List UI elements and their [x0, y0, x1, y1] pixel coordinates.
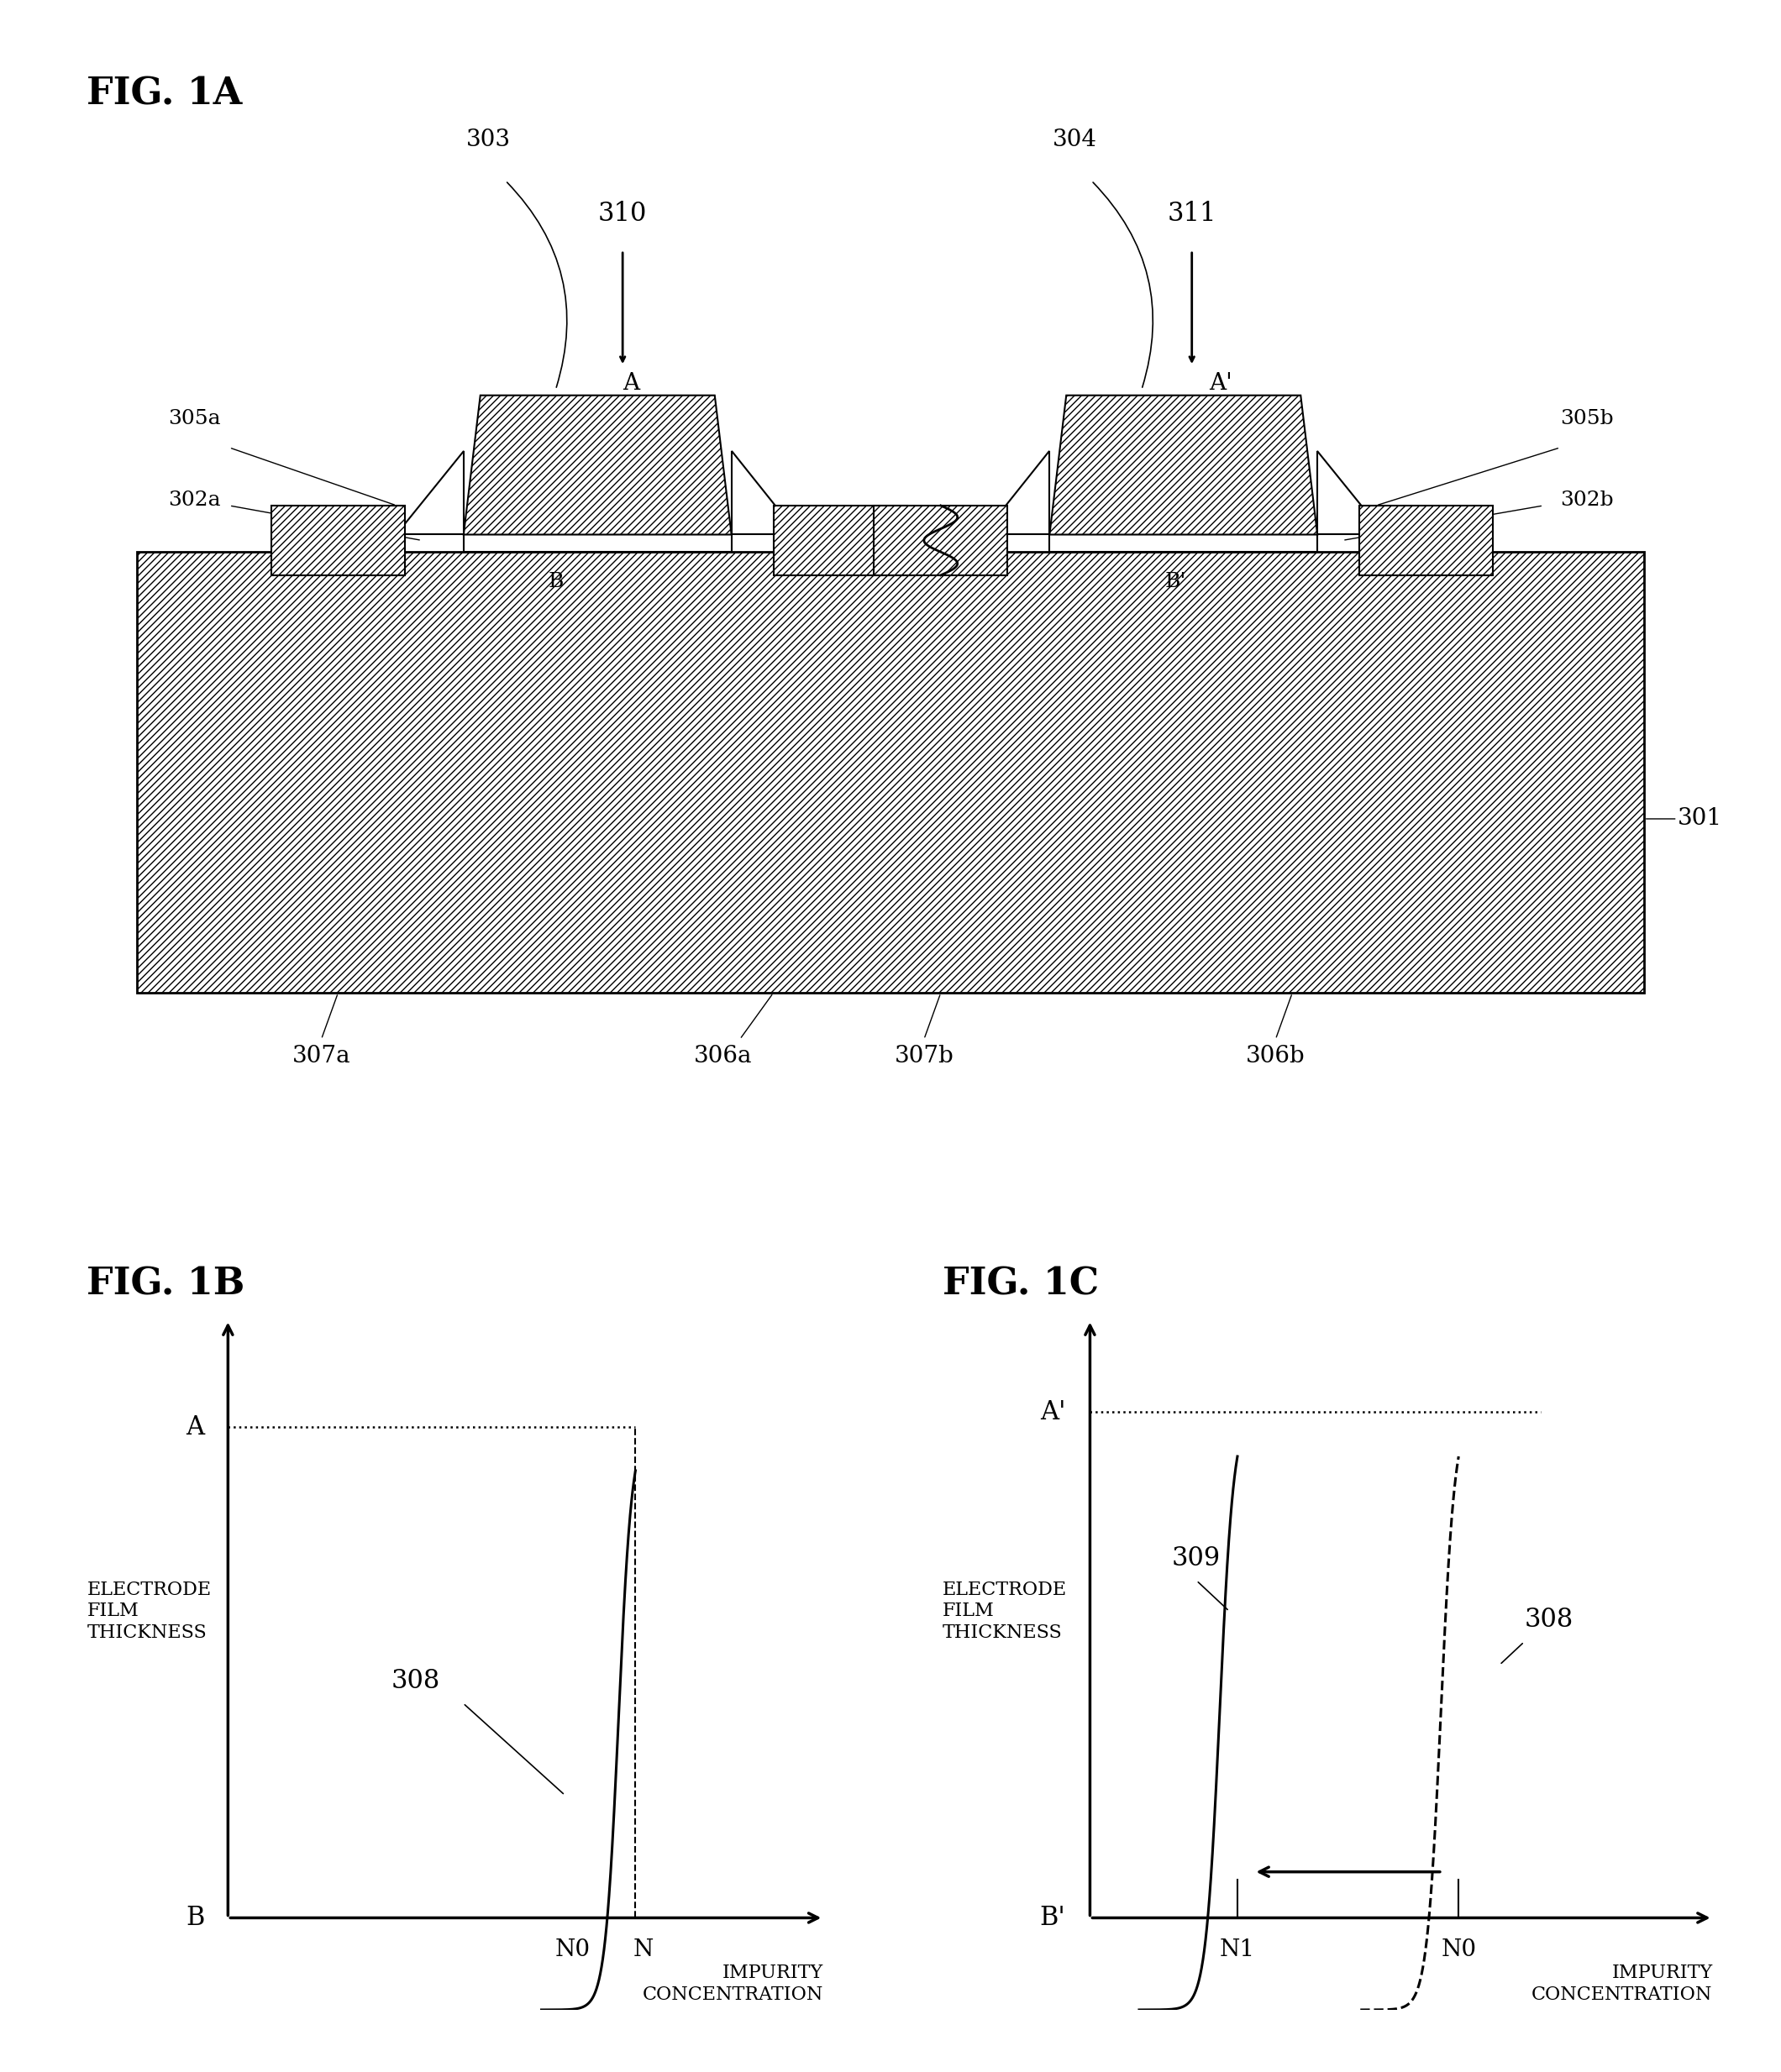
Text: IMPURITY
CONCENTRATION: IMPURITY CONCENTRATION	[643, 1964, 823, 2004]
Polygon shape	[732, 452, 798, 535]
Bar	[874, 506, 1008, 576]
Text: 311: 311	[1167, 201, 1216, 228]
Text: 303: 303	[467, 128, 511, 151]
Bar	[271, 506, 404, 576]
Text: 306a: 306a	[695, 1044, 752, 1067]
Text: 307b: 307b	[894, 1044, 953, 1067]
Text: A: A	[185, 1415, 205, 1440]
Text: 304: 304	[1053, 128, 1097, 151]
Text: 307a: 307a	[292, 1044, 351, 1067]
Polygon shape	[397, 452, 463, 535]
Text: B': B'	[1165, 572, 1186, 591]
Bar	[1049, 535, 1318, 551]
Text: FIG. 1B: FIG. 1B	[87, 1266, 246, 1303]
Bar	[463, 535, 732, 551]
Text: N1: N1	[1220, 1939, 1256, 1962]
Polygon shape	[1318, 452, 1384, 535]
Text: A: A	[623, 371, 639, 394]
Bar	[773, 506, 907, 576]
Text: N0: N0	[556, 1939, 591, 1962]
Polygon shape	[1049, 396, 1318, 535]
Text: IMPURITY
CONCENTRATION: IMPURITY CONCENTRATION	[1532, 1964, 1713, 2004]
Text: 301: 301	[1678, 808, 1722, 831]
Text: B: B	[549, 572, 563, 591]
Bar	[1359, 506, 1492, 576]
Polygon shape	[463, 396, 732, 535]
Text: 310: 310	[598, 201, 647, 228]
Text: 308: 308	[392, 1668, 440, 1693]
Text: 305a: 305a	[167, 410, 221, 429]
Text: 302a: 302a	[167, 491, 221, 510]
Polygon shape	[983, 452, 1049, 535]
Text: 308: 308	[1525, 1606, 1573, 1633]
Text: B: B	[185, 1904, 205, 1931]
Text: B': B'	[1040, 1904, 1065, 1931]
Text: ELECTRODE
FILM
THICKNESS: ELECTRODE FILM THICKNESS	[87, 1581, 212, 1641]
Bar	[137, 551, 1644, 992]
Text: 302b: 302b	[1560, 491, 1614, 510]
Text: 309: 309	[1172, 1546, 1220, 1571]
Text: ELECTRODE
FILM
THICKNESS: ELECTRODE FILM THICKNESS	[942, 1581, 1067, 1641]
Text: FIG. 1C: FIG. 1C	[942, 1266, 1099, 1303]
Text: A': A'	[1209, 371, 1232, 394]
Text: N: N	[632, 1939, 654, 1962]
Text: 305b: 305b	[1560, 410, 1614, 429]
Text: FIG. 1A: FIG. 1A	[87, 77, 242, 112]
Text: A': A'	[1040, 1399, 1065, 1426]
Text: N0: N0	[1441, 1939, 1476, 1962]
Text: 306b: 306b	[1247, 1044, 1305, 1067]
